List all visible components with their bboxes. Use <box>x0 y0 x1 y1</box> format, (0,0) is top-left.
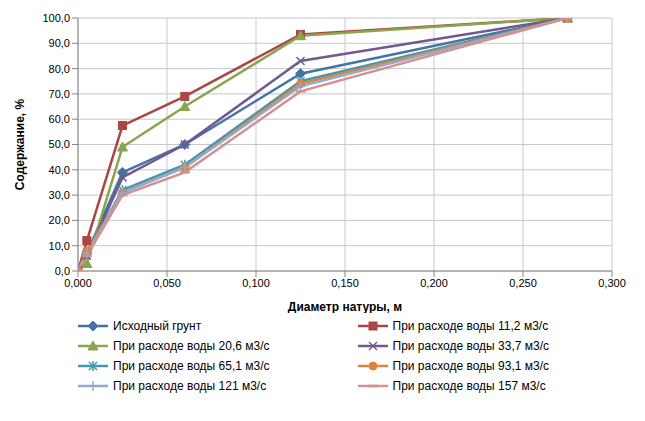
svg-text:80,0: 80,0 <box>49 63 70 75</box>
svg-text:70,0: 70,0 <box>49 88 70 100</box>
svg-text:0,150: 0,150 <box>331 277 359 289</box>
html-text:При расходе воды 93,1 м3/с: При расходе воды 93,1 м3/с <box>392 359 549 373</box>
svg-text:0,250: 0,250 <box>509 277 537 289</box>
svg-text:0,000: 0,000 <box>64 277 92 289</box>
svg-text:60,0: 60,0 <box>49 113 70 125</box>
svg-text:10,0: 10,0 <box>49 240 70 252</box>
svg-text:0,200: 0,200 <box>420 277 448 289</box>
html-text:При расходе воды 157 м3/с: При расходе воды 157 м3/с <box>392 379 546 393</box>
svg-text:0,050: 0,050 <box>153 277 181 289</box>
html-text:При расходе воды 65,1 м3/с: При расходе воды 65,1 м3/с <box>113 359 270 373</box>
svg-text:Содержание, %: Содержание, % <box>13 99 27 191</box>
svg-text:20,0: 20,0 <box>49 214 70 226</box>
svg-text:90,0: 90,0 <box>49 37 70 49</box>
html-text:При расходе воды 20,6 м3/с: При расходе воды 20,6 м3/с <box>113 339 270 353</box>
svg-text:40,0: 40,0 <box>49 164 70 176</box>
svg-text:50,0: 50,0 <box>49 138 70 150</box>
svg-text:Диаметр натуры, м: Диаметр натуры, м <box>288 300 402 313</box>
html-text:При расходе воды 11,2 м3/с: При расходе воды 11,2 м3/с <box>392 319 549 333</box>
svg-text:30,0: 30,0 <box>49 189 70 201</box>
html-text:При расходе воды 121 м3/с: При расходе воды 121 м3/с <box>113 379 267 393</box>
html-text:Исходный грунт: Исходный грунт <box>113 319 202 333</box>
svg-text:0,100: 0,100 <box>242 277 270 289</box>
svg-text:0,0: 0,0 <box>55 265 70 277</box>
svg-text:100,0: 100,0 <box>42 12 70 24</box>
html-text:При расходе воды 33,7 м3/с: При расходе воды 33,7 м3/с <box>392 339 549 353</box>
svg-text:0,300: 0,300 <box>598 277 626 289</box>
